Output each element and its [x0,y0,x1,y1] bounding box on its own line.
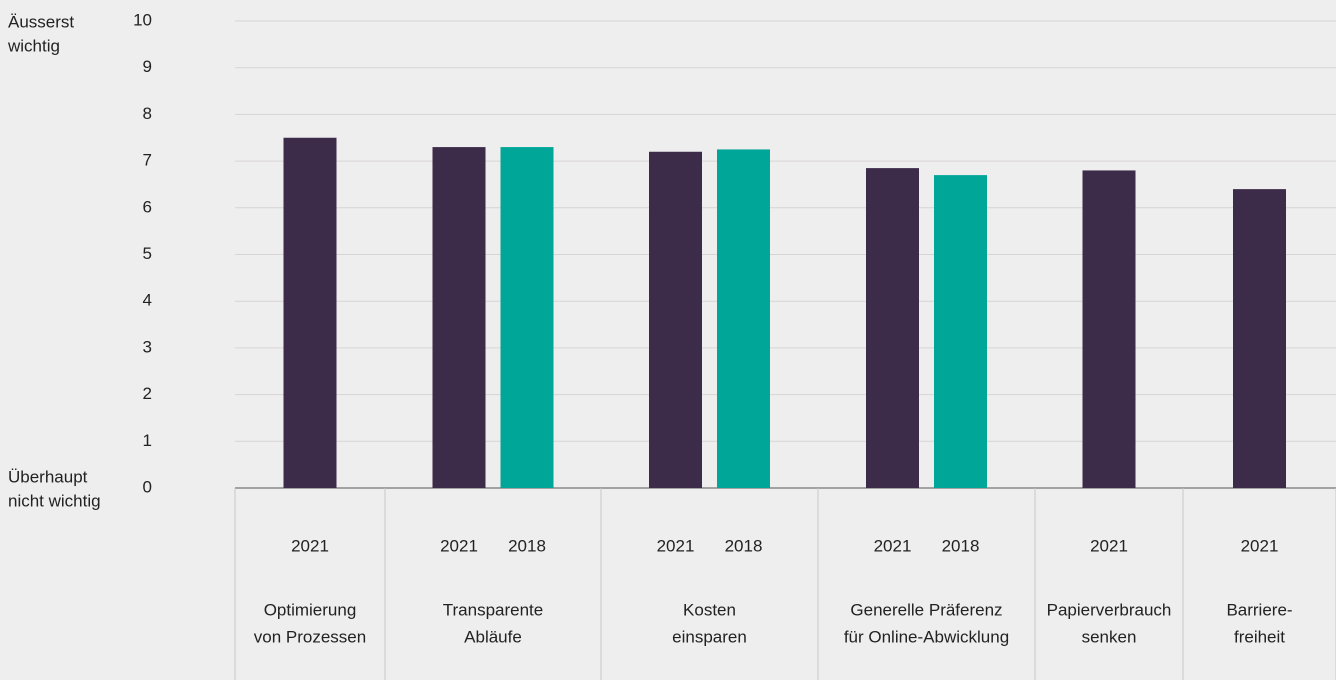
bar [649,151,702,488]
bar [283,137,337,488]
y-tick-label: 0 [143,477,152,496]
y-tick-label: 5 [143,244,152,263]
y-tick-label: 8 [143,104,152,123]
x-tick-label: Optimierung [264,600,357,619]
bar [1082,170,1136,488]
y-tick-label: 9 [143,57,152,76]
x-tick-label: einsparen [672,627,747,646]
y-tick-label: 6 [143,197,152,216]
x-tick-label: Kosten [683,600,736,619]
bar [866,168,919,489]
x-tick-label: Abläufe [464,627,522,646]
bar-year-label: 2018 [942,536,980,555]
y-tick-label: 3 [143,337,152,356]
y-tick-label: 10 [133,10,152,29]
x-tick-label: Generelle Präferenz [850,600,1002,619]
x-tick-label: für Online-Abwicklung [844,627,1009,646]
y-tick-label: 1 [143,431,152,450]
bar-year-label: 2021 [657,536,695,555]
bar [934,175,987,489]
x-tick-label: Papierverbrauch [1047,600,1172,619]
x-tick-label: freiheit [1234,627,1285,646]
bar-year-label: 2018 [508,536,546,555]
bar-year-label: 2021 [1241,536,1279,555]
bar [432,147,486,488]
y-tick-label: 4 [143,291,152,310]
x-tick-label: von Prozessen [254,627,366,646]
bar-year-label: 2018 [725,536,763,555]
bar-year-label: 2021 [440,536,478,555]
bar-year-label: 2021 [291,536,329,555]
bar [717,149,770,489]
y-tick-label: 2 [143,384,152,403]
y-axis-top-label: Äusserst [8,12,74,31]
bar-year-label: 2021 [1090,536,1128,555]
bar-year-label: 2021 [874,536,912,555]
bar [500,147,554,488]
y-axis-bottom-label: nicht wichtig [8,491,101,510]
x-tick-label: Transparente [443,600,543,619]
x-tick-label: senken [1082,627,1137,646]
x-tick-label: Barriere- [1226,600,1292,619]
bar [1233,189,1286,488]
y-tick-label: 7 [143,151,152,170]
y-axis-bottom-label: Überhaupt [8,467,88,486]
y-axis-top-label: wichtig [7,36,60,55]
